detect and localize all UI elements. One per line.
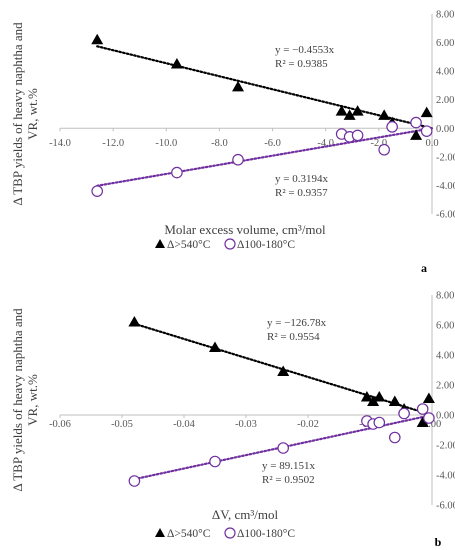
y-tick-label: 8.00 (436, 10, 454, 21)
data-point-triangle (351, 105, 364, 116)
y-tick-label: 4.00 (436, 67, 454, 78)
y-tick-label: 2.00 (436, 95, 454, 106)
data-point-triangle (170, 58, 183, 69)
legend-marker-triangle (155, 528, 165, 537)
y-tick-label: -4.00 (436, 181, 455, 192)
data-point-circle (277, 442, 289, 454)
y-axis-title: VR, wt.% (25, 374, 40, 426)
trendline-equation: y = −0.4553x (275, 44, 335, 56)
data-point-triangle (232, 80, 245, 92)
legend: Δ>540°C Δ100-180°C (155, 527, 295, 540)
trendline-equation: y = 0.3194x (275, 173, 328, 185)
data-point-triangle (343, 109, 356, 120)
y-axis-title: Δ TBP yields of heavy naphtha and (10, 22, 25, 206)
data-point-circle (373, 416, 386, 429)
x-tick-label: -0.04 (173, 419, 196, 430)
x-tick-label: -12.0 (102, 138, 124, 149)
x-tick-label: -10.0 (155, 138, 177, 149)
data-point-circle (423, 412, 435, 424)
x-tick-label: -6.0 (264, 138, 281, 149)
trendline-r2: R² = 0.9502 (262, 474, 315, 486)
data-point-triangle (416, 416, 429, 427)
y-tick-label: 2.00 (436, 381, 454, 392)
x-tick-label: -0.05 (111, 419, 133, 430)
data-point-circle (420, 125, 433, 137)
data-point-circle (398, 407, 410, 420)
data-point-circle (388, 431, 401, 444)
y-tick-label: -6.00 (436, 210, 455, 221)
data-point-triangle (360, 391, 373, 402)
trendline-r2: R² = 0.9554 (267, 331, 320, 343)
y-tick-label: -2.00 (436, 441, 455, 452)
x-tick-label: 0.00 (423, 419, 441, 430)
x-axis-title: ΔV, cm³/mol (212, 507, 279, 522)
y-tick-label: -6.00 (436, 501, 455, 512)
legend-marker-circle (224, 527, 236, 539)
x-tick-label: -0.06 (49, 419, 71, 430)
x-tick-label: 0.0 (425, 138, 438, 149)
data-point-triangle (335, 105, 348, 116)
data-point-circle (386, 121, 398, 133)
data-point-circle (351, 129, 364, 142)
trendline-equation: y = −126.78x (267, 317, 327, 329)
x-tick-label: -2.0 (371, 138, 388, 149)
y-tick-label: 8.00 (436, 291, 454, 302)
legend-label: Δ100-180°C (237, 239, 295, 251)
legend-marker-triangle (155, 239, 165, 248)
panel-letter: a (421, 261, 427, 275)
data-point-triangle (209, 341, 221, 352)
legend: Δ>540°C Δ100-180°C (155, 238, 295, 251)
data-point-circle (410, 116, 422, 129)
trendline-naphtha (96, 127, 434, 187)
data-point-circle (209, 455, 221, 468)
chart-panel-b: 8.00 6.00 4.00 2.00 0.00 -2.00 -4.00 -6.00 -0.06… (10, 291, 455, 550)
x-tick-label: -0.02 (297, 419, 319, 430)
y-tick-label: 6.00 (436, 38, 454, 49)
panel-letter: b (435, 535, 442, 549)
trendline-equation: y = 89.151x (262, 460, 315, 472)
x-axis-title: Molar excess volume, cm³/mol (164, 222, 326, 237)
trendline-vr (96, 45, 434, 130)
y-tick-label: -2.00 (436, 152, 455, 163)
chart-panel-a: 8.00 6.00 4.00 2.00 0.00 -2.00 -4.00 -6.00 -14.0… (10, 10, 455, 276)
data-point-triangle (91, 33, 104, 45)
y-tick-label: 0.00 (436, 124, 454, 135)
legend-marker-circle (224, 238, 236, 250)
legend-label: Δ>540°C (167, 528, 211, 540)
y-axis-title: VR, wt.% (25, 88, 40, 140)
data-point-triangle (388, 395, 401, 406)
data-point-circle (378, 143, 390, 156)
y-tick-label: -4.00 (436, 471, 455, 482)
data-point-triangle (410, 129, 423, 140)
data-point-triangle (367, 395, 380, 406)
y-tick-label: 4.00 (436, 351, 454, 362)
data-point-triangle (373, 391, 386, 402)
trendline-r2: R² = 0.9357 (275, 187, 328, 199)
x-tick-label: -0.03 (235, 419, 257, 430)
x-tick-label: -8.0 (211, 138, 228, 149)
data-point-circle (171, 166, 183, 179)
data-point-triangle (378, 109, 391, 120)
data-point-circle (128, 475, 141, 487)
legend-label: Δ100-180°C (237, 528, 295, 540)
x-tick-label: -14.0 (49, 138, 71, 149)
data-point-triangle (420, 106, 433, 118)
data-point-circle (91, 185, 103, 197)
data-point-triangle (277, 365, 290, 376)
data-point-triangle (422, 392, 435, 403)
legend-label: Δ>540°C (167, 239, 211, 251)
y-axis-title: Δ TBP yields of heavy naphtha and (10, 308, 25, 492)
data-point-circle (232, 153, 244, 166)
y-tick-label: 0.00 (436, 411, 454, 422)
data-point-triangle (128, 316, 141, 327)
data-point-circle (416, 403, 429, 415)
y-tick-label: 6.00 (436, 321, 454, 332)
x-tick-label: -4.0 (317, 138, 334, 149)
trendline-r2: R² = 0.9385 (275, 58, 328, 70)
